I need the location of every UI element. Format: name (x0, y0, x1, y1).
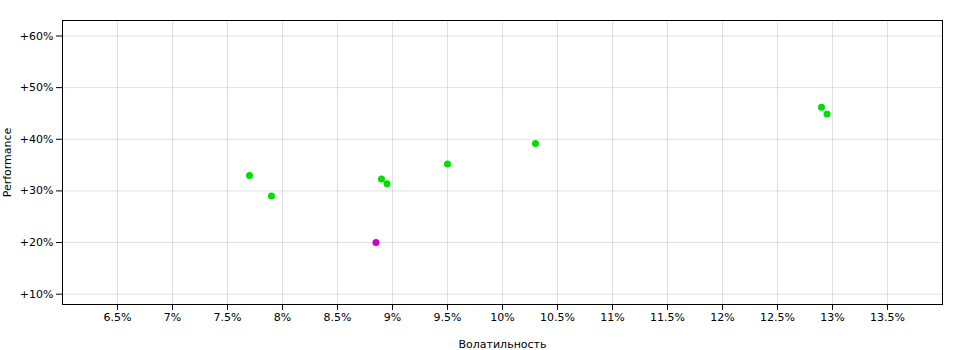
svg-text:+60%: +60% (20, 30, 54, 43)
svg-text:Performance: Performance (1, 127, 14, 197)
svg-text:13%: 13% (820, 311, 844, 324)
svg-text:10%: 10% (490, 311, 514, 324)
svg-text:12%: 12% (710, 311, 734, 324)
svg-text:Волатильность: Волатильность (459, 338, 547, 350)
svg-text:13.5%: 13.5% (870, 311, 905, 324)
svg-text:11%: 11% (600, 311, 624, 324)
svg-text:+50%: +50% (20, 81, 54, 94)
svg-text:+10%: +10% (20, 288, 54, 301)
svg-text:10.5%: 10.5% (540, 311, 575, 324)
svg-text:6.5%: 6.5% (104, 311, 132, 324)
svg-text:+30%: +30% (20, 184, 54, 197)
svg-text:9%: 9% (384, 311, 401, 324)
svg-text:7%: 7% (164, 311, 181, 324)
svg-text:8.5%: 8.5% (324, 311, 352, 324)
svg-text:9.5%: 9.5% (434, 311, 462, 324)
svg-text:12.5%: 12.5% (760, 311, 795, 324)
svg-text:11.5%: 11.5% (650, 311, 685, 324)
svg-text:7.5%: 7.5% (214, 311, 242, 324)
svg-text:+40%: +40% (20, 133, 54, 146)
svg-text:+20%: +20% (20, 236, 54, 249)
svg-text:8%: 8% (274, 311, 291, 324)
